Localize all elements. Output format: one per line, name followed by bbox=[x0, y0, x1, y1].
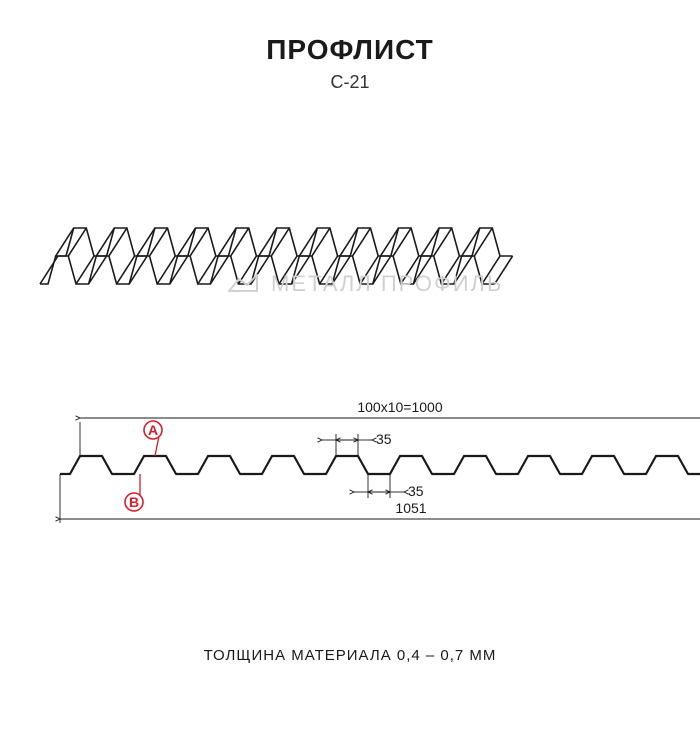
page-title: ПРОФЛИСТ bbox=[0, 34, 700, 66]
watermark: МЕТАЛЛ ПРОФИЛЬ bbox=[225, 269, 503, 299]
svg-text:B: B bbox=[129, 494, 139, 510]
svg-text:A: A bbox=[148, 422, 158, 438]
isometric-view bbox=[0, 164, 700, 334]
technical-svg: 100х10=10001051353521AB bbox=[0, 364, 700, 564]
technical-section: 100х10=10001051353521AB bbox=[0, 364, 700, 564]
svg-text:35: 35 bbox=[408, 483, 424, 499]
watermark-text: МЕТАЛЛ ПРОФИЛЬ bbox=[271, 271, 503, 297]
footer-text: ТОЛЩИНА МАТЕРИАЛА 0,4 – 0,7 ММ bbox=[0, 647, 700, 664]
watermark-icon bbox=[225, 269, 261, 299]
isometric-svg bbox=[0, 164, 700, 334]
svg-text:1051: 1051 bbox=[395, 500, 426, 516]
svg-text:100х10=1000: 100х10=1000 bbox=[357, 399, 442, 415]
svg-text:35: 35 bbox=[376, 431, 392, 447]
page-subtitle: С-21 bbox=[0, 72, 700, 93]
diagram-page: ПРОФЛИСТ С-21 МЕТАЛЛ ПРОФИЛЬ 100х10=1000… bbox=[0, 34, 700, 734]
